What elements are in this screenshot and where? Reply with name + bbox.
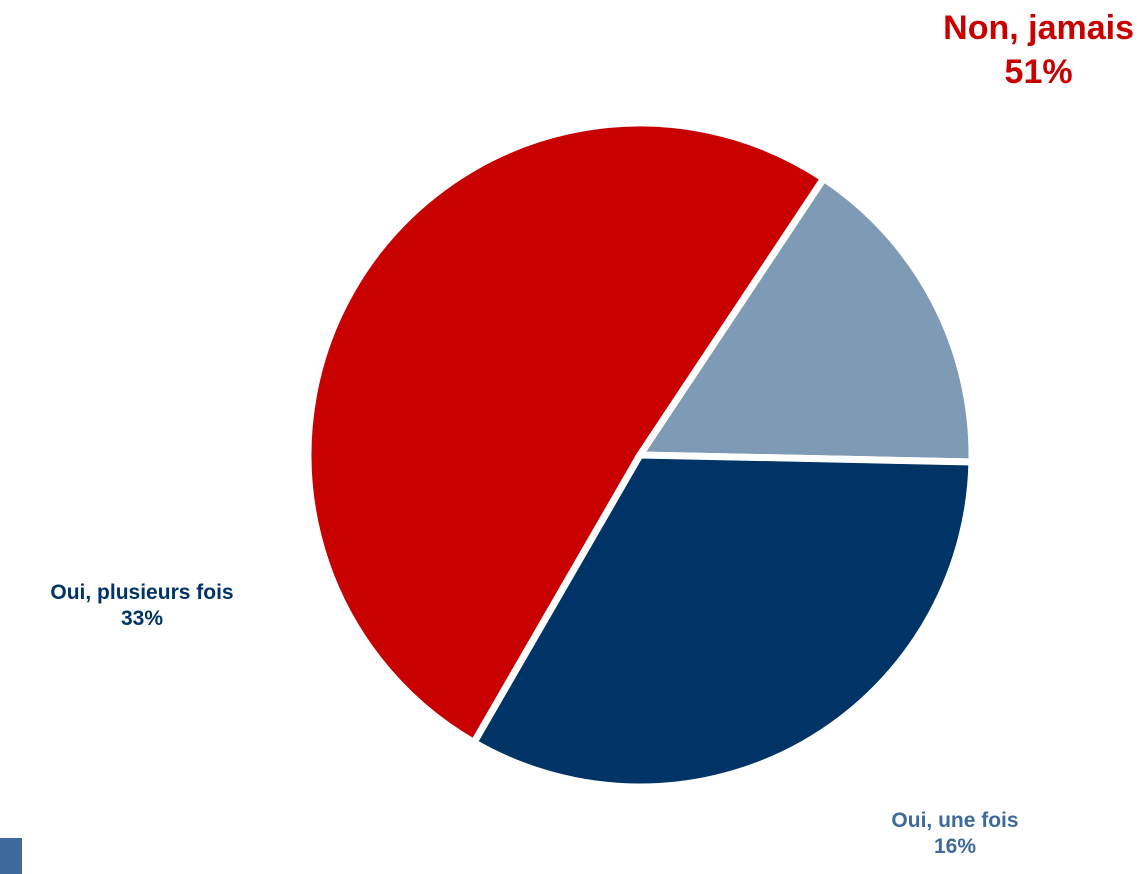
label-oui-une-fois-value: 16% xyxy=(933,835,977,859)
label-non-jamais: Non, jamais 51% xyxy=(943,6,1134,94)
pie-slice-oui-plusieurs-fois xyxy=(470,451,976,791)
corner-decoration xyxy=(0,838,22,874)
label-non-jamais-text: Non, jamais xyxy=(943,9,1134,47)
label-oui-plusieurs-fois-text: Oui, plusieurs fois xyxy=(50,581,234,604)
label-oui-une-fois: Oui, une fois 16% xyxy=(855,808,1055,861)
pie-slice-non-jamais xyxy=(304,119,828,747)
pie-slice-oui-une-fois xyxy=(636,174,976,466)
pie-slices xyxy=(304,119,976,791)
label-oui-plusieurs-fois-value: 33% xyxy=(120,607,164,631)
label-oui-une-fois-text: Oui, une fois xyxy=(891,809,1019,832)
label-non-jamais-value: 51% xyxy=(1004,53,1073,92)
label-oui-plusieurs-fois: Oui, plusieurs fois 33% xyxy=(2,580,282,633)
